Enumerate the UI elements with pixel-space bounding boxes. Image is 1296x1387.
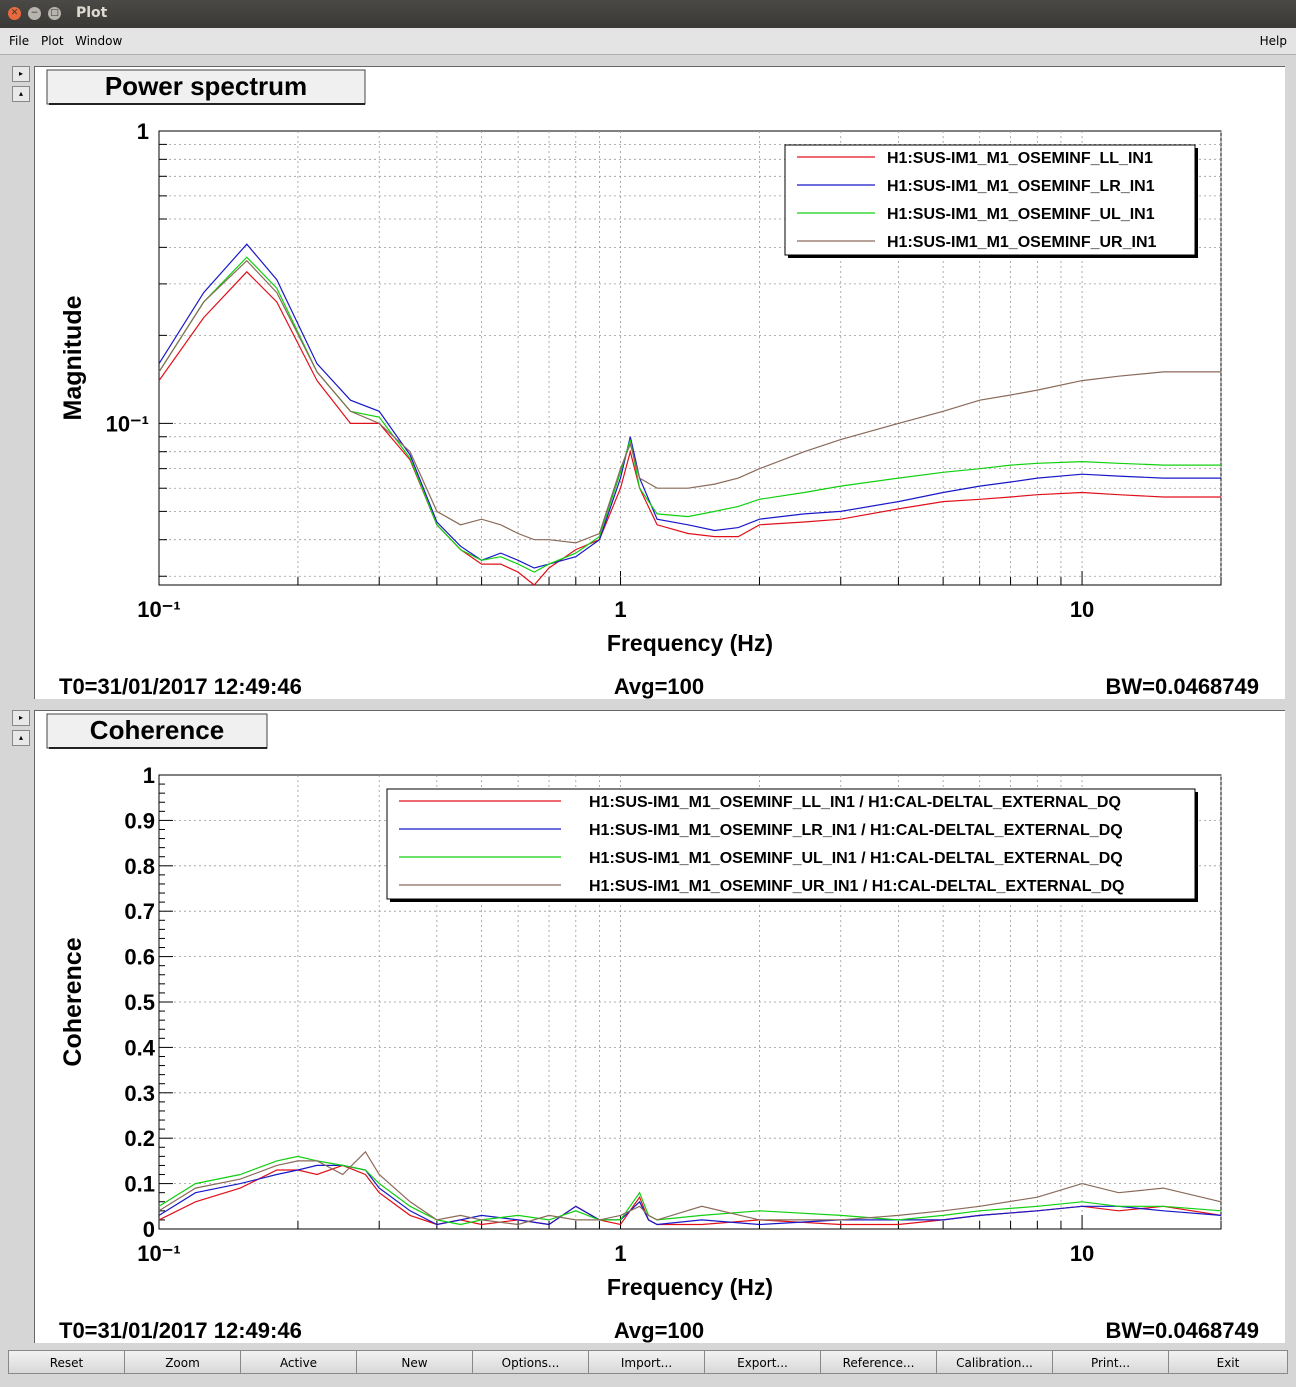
reference-button[interactable]: Reference... — [820, 1350, 937, 1374]
panel2-collapse-button[interactable]: ▴ — [12, 730, 30, 746]
y-axis-label: Coherence — [59, 937, 87, 1066]
button-bar: Reset Zoom Active New Options... Import.… — [8, 1348, 1288, 1378]
active-button[interactable]: Active — [240, 1350, 357, 1374]
legend-entry: H1:SUS-IM1_M1_OSEMINF_UL_IN1 / H1:CAL-DE… — [589, 850, 1123, 867]
series-line-LL — [158, 270, 1221, 586]
y-tick-label: 0.9 — [124, 808, 155, 833]
menu-window[interactable]: Window — [75, 34, 123, 48]
legend-entry: H1:SUS-IM1_M1_OSEMINF_LR_IN1 / H1:CAL-DE… — [589, 822, 1123, 839]
footer-avg: Avg=100 — [614, 1318, 704, 1343]
window-titlebar: ✕ − □ Plot — [0, 0, 1296, 28]
panel1-expand-button[interactable]: ▸ — [12, 66, 30, 82]
legend-entry: H1:SUS-IM1_M1_OSEMINF_LL_IN1 / H1:CAL-DE… — [589, 794, 1121, 811]
export-button[interactable]: Export... — [704, 1350, 821, 1374]
coherence-plot[interactable]: Coherence 0 0.1 0.2 0.3 0.4 0.5 0.6 0.7 0.8 0.9 1 10… — [35, 711, 1285, 1343]
y-tick-label: 0.5 — [124, 990, 155, 1015]
legend-entry: H1:SUS-IM1_M1_OSEMINF_UR_IN1 — [887, 234, 1157, 251]
legend-entry: H1:SUS-IM1_M1_OSEMINF_UR_IN1 / H1:CAL-DE… — [589, 878, 1124, 895]
x-tick-label: 10 — [1070, 597, 1094, 622]
y-tick-label: 1 — [143, 763, 155, 788]
legend-entry: H1:SUS-IM1_M1_OSEMINF_LL_IN1 — [887, 150, 1153, 167]
series-line-UR — [158, 259, 1221, 544]
menu-bar: File Plot Window Help — [0, 28, 1296, 55]
y-tick-label: 10⁻¹ — [106, 411, 149, 436]
panel-title: Coherence — [90, 715, 224, 745]
legend-box — [386, 788, 1196, 900]
reset-button[interactable]: Reset — [8, 1350, 125, 1374]
y-tick-label: 0.4 — [124, 1035, 155, 1060]
menu-file[interactable]: File — [9, 34, 30, 48]
panel1-collapse-button[interactable]: ▴ — [12, 86, 30, 102]
print-button[interactable]: Print... — [1052, 1350, 1169, 1374]
x-axis-label: Frequency (Hz) — [607, 630, 773, 656]
x-tick-label: 10⁻¹ — [137, 597, 180, 622]
y-tick-label: 0.3 — [124, 1081, 155, 1106]
footer-t0: T0=31/01/2017 12:49:46 — [59, 674, 302, 699]
zoom-button[interactable]: Zoom — [124, 1350, 241, 1374]
legend-entry: H1:SUS-IM1_M1_OSEMINF_LR_IN1 — [887, 178, 1155, 195]
options-button[interactable]: Options... — [472, 1350, 589, 1374]
footer-avg: Avg=100 — [614, 674, 704, 699]
calibration-button[interactable]: Calibration... — [936, 1350, 1053, 1374]
y-tick-label: 0.6 — [124, 945, 155, 970]
y-axis-label: Magnitude — [59, 295, 87, 420]
panel-title: Power spectrum — [105, 71, 307, 101]
x-tick-label: 1 — [614, 1241, 626, 1266]
x-tick-label: 10 — [1070, 1241, 1094, 1266]
footer-bw: BW=0.0468749 — [1106, 1318, 1260, 1343]
import-button[interactable]: Import... — [588, 1350, 705, 1374]
series-line-LR — [158, 1164, 1222, 1226]
y-tick-label: 0.2 — [124, 1126, 155, 1151]
legend-box — [784, 144, 1196, 256]
footer-bw: BW=0.0468749 — [1106, 674, 1260, 699]
x-axis-label: Frequency (Hz) — [607, 1274, 773, 1300]
close-window-button[interactable]: ✕ — [8, 7, 21, 20]
legend-entry: H1:SUS-IM1_M1_OSEMINF_UL_IN1 — [887, 206, 1155, 223]
menu-help[interactable]: Help — [1259, 34, 1287, 48]
panel-title-box — [46, 69, 366, 105]
window-title: Plot — [76, 5, 108, 21]
panel2-expand-button[interactable]: ▸ — [12, 710, 30, 726]
series-line-UL — [158, 1155, 1222, 1226]
x-tick-label: 1 — [614, 597, 626, 622]
x-tick-label: 10⁻¹ — [137, 1241, 180, 1266]
y-tick-label: 0.1 — [124, 1172, 155, 1197]
menu-plot[interactable]: Plot — [41, 34, 64, 48]
power-spectrum-plot[interactable]: Power spectrum 1 10⁻¹ 10⁻¹ 1 10 Frequency (Hz)… — [35, 67, 1285, 699]
power-spectrum-panel: Power spectrum 1 10⁻¹ 10⁻¹ 1 10 Frequency (Hz)… — [34, 66, 1285, 699]
new-button[interactable]: New — [356, 1350, 473, 1374]
y-tick-label: 0.7 — [124, 899, 155, 924]
y-tick-label: 1 — [137, 119, 149, 144]
series-line-UR — [158, 1150, 1222, 1226]
minimize-window-button[interactable]: − — [28, 7, 41, 20]
y-tick-label: 0.8 — [124, 854, 155, 879]
y-tick-label: 0 — [143, 1217, 155, 1242]
exit-button[interactable]: Exit — [1168, 1350, 1288, 1374]
footer-t0: T0=31/01/2017 12:49:46 — [59, 1318, 302, 1343]
coherence-panel: Coherence 0 0.1 0.2 0.3 0.4 0.5 0.6 0.7 0.8 0.9 1 10… — [34, 710, 1285, 1343]
maximize-window-button[interactable]: □ — [48, 7, 61, 20]
